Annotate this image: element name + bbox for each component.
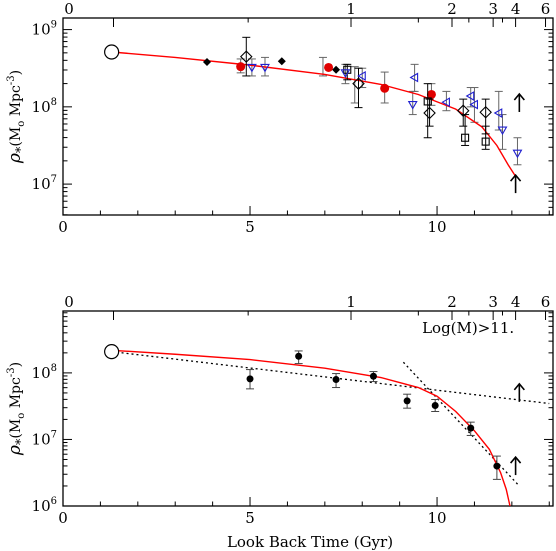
- data-point: [423, 97, 432, 106]
- data-point: [352, 77, 365, 90]
- plot-area: [111, 349, 550, 506]
- model-curve: [111, 51, 517, 177]
- data-point: [277, 57, 286, 66]
- dotted-fit-line: [111, 350, 550, 405]
- top-tick-label: 3: [488, 293, 498, 311]
- data-point: [441, 97, 450, 108]
- y-tick-label: 107: [32, 429, 57, 448]
- plot-area: [111, 36, 523, 177]
- local-density-point: [104, 44, 120, 60]
- data-point: [340, 69, 351, 78]
- x-tick-label: 0: [58, 509, 68, 527]
- data-point: [357, 70, 366, 81]
- data-point: [479, 105, 492, 119]
- top-tick-label: 1: [346, 293, 356, 311]
- x-tick-label: 10: [427, 509, 446, 527]
- data-point: [497, 126, 508, 136]
- data-point: [461, 133, 470, 142]
- lower-limit-arrow-head: [513, 382, 525, 391]
- data-point: [512, 149, 523, 159]
- local-density-point: [104, 343, 120, 360]
- y-tick-label: 109: [32, 20, 57, 39]
- data-point: [467, 424, 475, 432]
- data-point: [493, 462, 501, 470]
- data-point: [369, 372, 377, 380]
- plot-frame: [62, 310, 554, 507]
- top-tick-label: 4: [511, 0, 521, 18]
- top-tick-label: 6: [541, 0, 551, 18]
- data-point: [407, 100, 418, 110]
- data-point: [423, 106, 436, 120]
- dotted-fit-line: [402, 361, 520, 487]
- x-tick-label: 0: [58, 218, 68, 236]
- data-point: [203, 58, 212, 67]
- top-tick-label: 4: [511, 293, 521, 311]
- lower-limit-arrow-head: [513, 92, 525, 101]
- lower-limit-arrow-head: [509, 173, 522, 182]
- data-point: [403, 397, 411, 405]
- data-point: [465, 91, 475, 101]
- x-tick-label: 5: [245, 509, 255, 527]
- data-point: [246, 375, 254, 383]
- y-tick-label: 107: [32, 174, 57, 193]
- data-point: [456, 104, 470, 117]
- y-axis-label: ρ*(Mo Mpc-3): [5, 362, 29, 456]
- top-tick-label: 6: [541, 293, 551, 311]
- data-point: [324, 62, 334, 72]
- top-tick-label: 2: [447, 0, 457, 18]
- y-tick-label: 108: [32, 97, 57, 116]
- y-axis-label: ρ*(Mo Mpc-3): [5, 70, 29, 164]
- data-point: [295, 352, 303, 360]
- data-point: [431, 402, 439, 410]
- top-tick-label: 0: [64, 0, 74, 18]
- top-tick-label: 2: [447, 293, 457, 311]
- data-point: [260, 63, 270, 73]
- plot-frame: [62, 17, 554, 216]
- top-tick-label: 1: [346, 0, 356, 18]
- y-tick-label: 108: [32, 363, 57, 382]
- panel-stellar-mass-density-all: 0 5 10 1 2 3 4 6 0 107 108 109 ρ*(Mo Mpc-3): [5, 0, 554, 236]
- lower-limit-arrow-head: [509, 455, 522, 464]
- x-tick-label: 10: [427, 218, 446, 236]
- data-point: [332, 376, 340, 384]
- annotation-mass-cut: Log(M)>11.: [422, 319, 514, 337]
- top-tick-label: 0: [64, 293, 74, 311]
- data-point: [469, 99, 479, 110]
- x-axis-label: Look Back Time (Gyr): [227, 533, 393, 551]
- data-point: [481, 137, 490, 146]
- model-curve: [111, 349, 511, 506]
- data-point: [240, 50, 253, 63]
- data-point: [380, 83, 390, 93]
- data-point: [409, 72, 419, 83]
- data-point: [236, 62, 246, 72]
- data-point: [493, 108, 503, 118]
- top-tick-label: 3: [488, 0, 498, 18]
- data-point: [332, 65, 341, 74]
- data-point: [246, 63, 257, 73]
- x-tick-label: 5: [245, 218, 255, 236]
- data-point: [426, 89, 436, 99]
- y-tick-label: 106: [32, 496, 57, 515]
